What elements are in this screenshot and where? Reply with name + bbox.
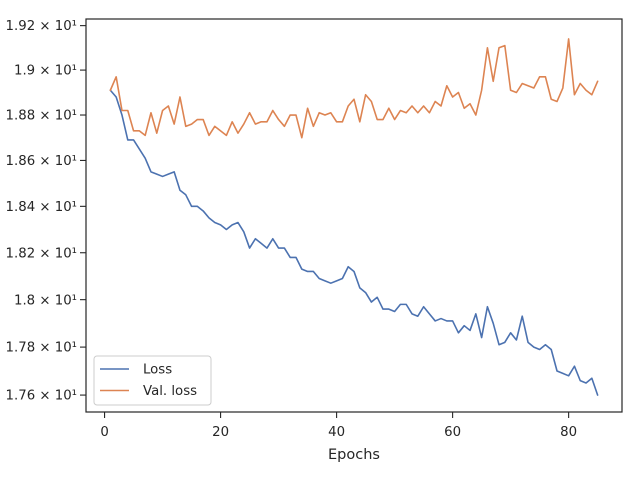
legend-label: Val. loss (143, 384, 197, 399)
x-axis: 0 20 40 60 80 (100, 412, 577, 440)
y-tick-label: 1.8 × 10¹ (14, 293, 77, 308)
series-line-val-loss (109, 38, 599, 139)
series-line-loss (109, 89, 599, 396)
y-tick-label: 1.88 × 10¹ (6, 109, 77, 124)
x-tick-label: 20 (212, 425, 229, 440)
y-tick-label: 1.92 × 10¹ (6, 19, 77, 34)
x-tick-label: 0 (100, 425, 108, 440)
legend-label: Loss (143, 363, 172, 378)
legend: Loss Val. loss (93, 355, 212, 406)
x-tick-label: 60 (444, 425, 461, 440)
y-tick-label: 1.78 × 10¹ (6, 341, 77, 356)
plot-area (109, 38, 599, 396)
y-tick-label: 1.82 × 10¹ (6, 246, 77, 261)
plot-frame (85, 18, 623, 413)
y-tick-label: 1.86 × 10¹ (6, 154, 77, 169)
x-tick-label: 40 (328, 425, 345, 440)
y-axis: 1.76 × 10¹ 1.78 × 10¹ 1.8 × 10¹ 1.82 × 10¹ 1… (6, 19, 86, 404)
x-axis-label: Epochs (328, 447, 380, 463)
x-tick-label: 80 (560, 425, 577, 440)
y-tick-label: 1.76 × 10¹ (6, 389, 77, 404)
y-tick-label: 1.9 × 10¹ (14, 64, 77, 79)
y-tick-label: 1.84 × 10¹ (6, 200, 77, 215)
